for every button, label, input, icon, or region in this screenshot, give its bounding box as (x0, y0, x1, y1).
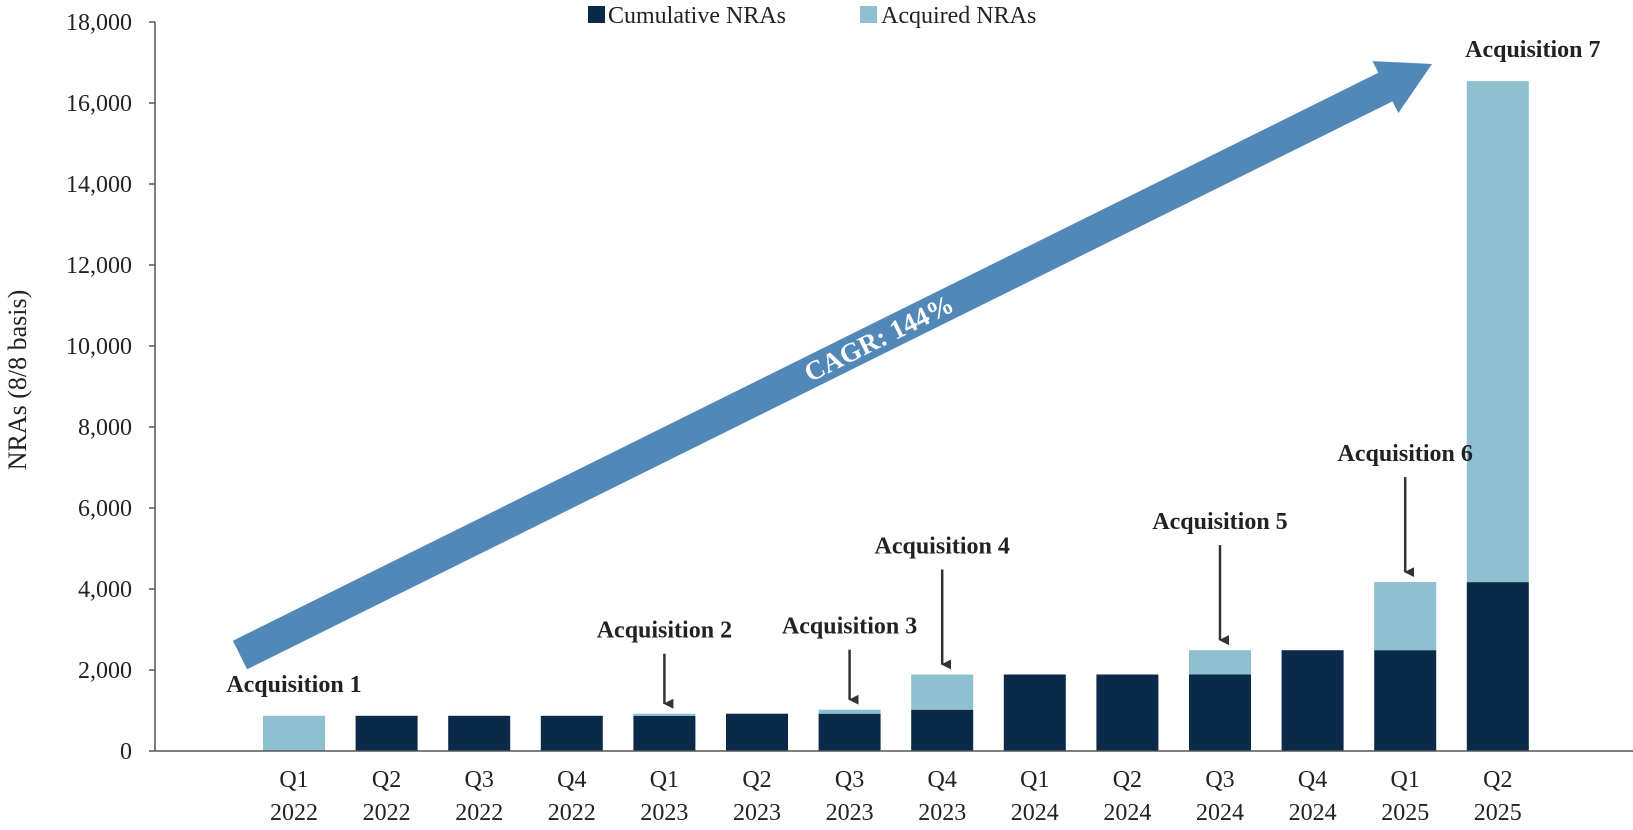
bar-acquired-q3-2023 (818, 709, 881, 714)
y-tick-label: 4,000 (78, 577, 132, 603)
y-axis-label: NRAs (8/8 basis) (3, 290, 32, 471)
annotation-label: Acquisition 7 (1465, 37, 1600, 63)
x-tick-year: 2022 (270, 800, 318, 826)
x-tick-quarter: Q1 (1020, 767, 1049, 793)
bar-cumulative-q1-2023 (633, 715, 696, 751)
x-tick-quarter: Q2 (742, 767, 771, 793)
bar-acquired-q1-2022 (263, 715, 325, 751)
y-tick-label: 2,000 (78, 658, 132, 684)
x-tick-year: 2024 (1103, 800, 1151, 826)
legend: Cumulative NRAs Acquired NRAs (588, 3, 1036, 29)
x-tick-quarter: Q1 (279, 767, 308, 793)
annotation-label: Acquisition 1 (226, 672, 361, 698)
x-tick-quarter: Q4 (557, 767, 586, 793)
bar-cumulative-q3-2022 (448, 715, 511, 751)
x-tick-quarter: Q2 (372, 767, 401, 793)
bar-cumulative-q2-2023 (726, 713, 788, 751)
y-tick-label: 16,000 (66, 91, 132, 117)
annotation-label: Acquisition 2 (597, 618, 732, 644)
y-tick-label: 0 (120, 739, 132, 765)
legend-label-cumulative: Cumulative NRAs (608, 3, 786, 29)
bar-acquired-q2-2025 (1466, 81, 1529, 583)
x-tick-quarter: Q3 (465, 767, 494, 793)
x-tick-quarter: Q4 (928, 767, 957, 793)
y-tick-label: 14,000 (66, 172, 132, 198)
bar-cumulative-q3-2024 (1189, 674, 1251, 751)
x-tick-year: 2024 (1011, 800, 1059, 826)
annotation-label: Acquisition 3 (782, 614, 917, 640)
annotations: Acquisition 1 Acquisition 2 Acquisition 3 A… (226, 37, 1600, 709)
x-tick-year: 2025 (1381, 800, 1429, 826)
legend-swatch-acquired (860, 6, 877, 23)
bar-cumulative-q2-2022 (355, 715, 418, 751)
x-tick-year: 2022 (548, 800, 596, 826)
bar-acquired-q3-2024 (1189, 650, 1251, 675)
cagr-trend-arrow: CAGR: 144% (232, 61, 1432, 670)
cagr-arrow-shape (232, 61, 1432, 670)
bar-cumulative-q4-2024 (1281, 650, 1344, 751)
x-tick-year: 2025 (1474, 800, 1522, 826)
x-tick-year: 2023 (733, 800, 781, 826)
bar-acquired-q1-2023 (633, 713, 696, 716)
x-tick-quarter: Q2 (1113, 767, 1142, 793)
x-tick-year: 2024 (1289, 800, 1337, 826)
x-tick-quarter: Q2 (1483, 767, 1512, 793)
x-tick-year: 2023 (826, 800, 874, 826)
annotation-label: Acquisition 4 (875, 533, 1010, 559)
y-tick-label: 10,000 (66, 334, 132, 360)
y-tick-label: 8,000 (78, 415, 132, 441)
bar-cumulative-q1-2024 (1003, 674, 1066, 751)
x-tick-year: 2022 (455, 800, 503, 826)
bar-cumulative-q3-2023 (818, 713, 881, 751)
annotation-label: Acquisition 5 (1152, 509, 1287, 535)
legend-label-acquired: Acquired NRAs (881, 3, 1036, 29)
axes: 0 2,000 4,000 6,000 8,000 10,000 12,000 14,000 1… (66, 10, 1633, 826)
x-tick-year: 2023 (640, 800, 688, 826)
x-tick-quarter: Q1 (1391, 767, 1420, 793)
x-tick-quarter: Q4 (1298, 767, 1327, 793)
y-tick-label: 6,000 (78, 496, 132, 522)
bars (263, 81, 1529, 751)
bar-cumulative-q1-2025 (1374, 650, 1437, 751)
bar-acquired-q1-2025 (1374, 582, 1437, 651)
x-tick-year: 2023 (918, 800, 966, 826)
bar-cumulative-q2-2025 (1466, 582, 1529, 751)
cagr-label: CAGR: 144% (799, 289, 958, 388)
bar-acquired-q4-2023 (911, 674, 974, 710)
bar-cumulative-q2-2024 (1096, 674, 1159, 751)
x-tick-quarter: Q3 (1205, 767, 1234, 793)
bar-cumulative-q4-2022 (540, 715, 603, 751)
x-tick-year: 2024 (1196, 800, 1244, 826)
x-tick-quarter: Q1 (650, 767, 679, 793)
x-tick-year: 2022 (363, 800, 411, 826)
x-tick-quarter: Q3 (835, 767, 864, 793)
legend-swatch-cumulative (588, 6, 605, 23)
y-tick-label: 18,000 (66, 10, 132, 36)
annotation-label: Acquisition 6 (1338, 441, 1473, 467)
y-tick-label: 12,000 (66, 253, 132, 279)
bar-cumulative-q4-2023 (911, 709, 974, 751)
